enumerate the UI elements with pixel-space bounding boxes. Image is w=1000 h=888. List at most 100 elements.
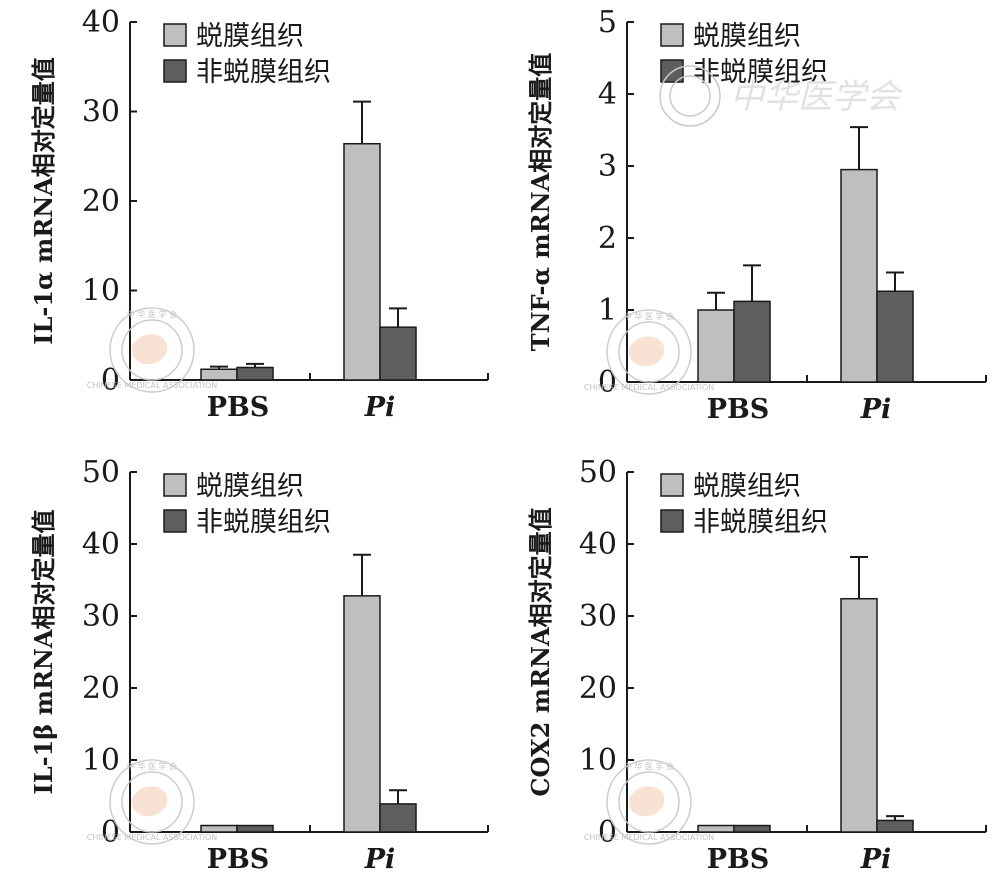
watermark-seal: 中 华 医 学 会 CHINESE MEDICAL ASSOCIATION [87,759,217,845]
legend-swatch [163,509,187,533]
error-bar [743,264,761,302]
error-bar [389,307,407,328]
bar-decidua-PBS [697,824,735,833]
bar-decidua-Pi [840,168,878,383]
bar-non-decidua-PBS [733,300,771,383]
y-tick-label: 30 [82,95,120,130]
watermark-seal-ring-text: CHINESE MEDICAL ASSOCIATION [584,833,714,842]
y-tick-label: 40 [579,527,617,562]
error-bar [353,553,371,596]
watermark-seal-text: 中 华 医 学 会 [127,309,177,319]
watermark-seal-text: 中 华 医 学 会 [624,761,674,771]
y-tick-label: 10 [579,743,617,778]
legend-swatch [163,59,187,83]
bar-non-decidua-PBS [236,824,274,833]
watermark-map-shape [628,786,665,817]
bar-non-decidua-Pi [379,803,417,833]
bar-non-decidua-Pi [876,290,914,383]
error-bar [707,291,725,310]
watermark-map-shape [131,334,168,365]
watermark-seal-ring-text: CHINESE MEDICAL ASSOCIATION [584,383,714,392]
error-bar [886,271,904,292]
y-tick-label: 20 [82,184,120,219]
error-bar [353,100,371,144]
watermark-seal: 中 华 医 学 会 CHINESE MEDICAL ASSOCIATION [87,307,217,393]
legend-label: 蜕膜组织 [693,471,801,502]
y-tick-label: 40 [82,527,120,562]
watermark-banner-text: 中华医学会 [730,77,904,117]
error-bar [850,555,868,599]
y-tick-label: 50 [82,455,120,490]
bar-decidua-PBS [200,368,238,381]
y-axis-label: IL-1α mRNA相对定量值 [29,57,58,344]
bar-decidua-PBS [697,309,735,383]
legend-label: 非蜕膜组织 [693,57,828,88]
watermark-seal-inner [618,321,680,383]
watermark-seal-inner [121,319,183,381]
x-category-label: Pi [860,844,892,875]
watermark-banner: 中华医学会 [659,65,904,127]
y-axis-label: COX2 mRNA相对定量值 [526,507,555,796]
y-tick-label: 40 [82,5,120,40]
x-category-label: Pi [364,392,396,423]
x-category-label: PBS [207,392,270,423]
bar-decidua-Pi [840,597,878,833]
legend-label: 非蜕膜组织 [196,507,331,538]
y-tick-label: 2 [598,221,617,256]
y-tick-label: 50 [579,455,617,490]
watermark-seal: 中 华 医 学 会 CHINESE MEDICAL ASSOCIATION [584,309,714,395]
legend-label: 蜕膜组织 [196,471,304,502]
legend-swatch [660,23,684,47]
watermark-banner-seal [659,65,721,127]
error-bar [389,789,407,804]
bar-non-decidua-Pi [379,326,417,381]
y-axis-label: IL-1β mRNA相对定量值 [29,510,58,795]
watermark-seal-text: 中 华 医 学 会 [624,311,674,321]
watermark-map-shape [628,336,665,367]
watermark-seal-ring-text: CHINESE MEDICAL ASSOCIATION [87,833,217,842]
bar-non-decidua-Pi [876,819,914,833]
watermark-seal-text: 中 华 医 学 会 [127,761,177,771]
x-category-label: PBS [707,844,770,875]
y-tick-label: 3 [598,149,617,184]
y-tick-label: 10 [82,274,120,309]
legend-label: 蜕膜组织 [196,21,304,52]
error-bar [210,365,228,370]
bar-decidua-Pi [343,595,381,833]
watermark-seal-inner [618,771,680,833]
x-category-label: PBS [207,844,270,875]
y-tick-label: 5 [598,5,617,40]
watermark-seal-ring [606,759,692,845]
legend-swatch [163,473,187,497]
error-bar [886,815,904,821]
legend-swatch [163,23,187,47]
error-bar [246,362,264,368]
y-tick-label: 4 [598,77,617,112]
watermark-seal-ring [109,759,195,845]
legend-label: 蜕膜组织 [693,21,801,52]
watermark-seal-ring-text: CHINESE MEDICAL ASSOCIATION [87,381,217,390]
y-tick-label: 1 [598,293,617,328]
bar-non-decidua-PBS [733,824,771,833]
legend-swatch [660,509,684,533]
x-category-label: Pi [364,844,396,875]
legend-label: 非蜕膜组织 [693,507,828,538]
watermark-seal-ring [606,309,692,395]
y-tick-label: 20 [579,671,617,706]
y-tick-label: 10 [82,743,120,778]
watermark-seal-inner [121,771,183,833]
y-tick-label: 20 [82,671,120,706]
watermark-map-shape [131,786,168,817]
bar-decidua-PBS [200,824,238,833]
error-bar [850,126,868,170]
x-category-label: Pi [860,394,892,425]
x-category-label: PBS [707,394,770,425]
legend-label: 非蜕膜组织 [196,57,331,88]
y-axis-label: TNF-α mRNA相对定量值 [526,53,555,351]
y-tick-label: 30 [82,599,120,634]
watermark-banner-seal-inner [669,75,711,117]
